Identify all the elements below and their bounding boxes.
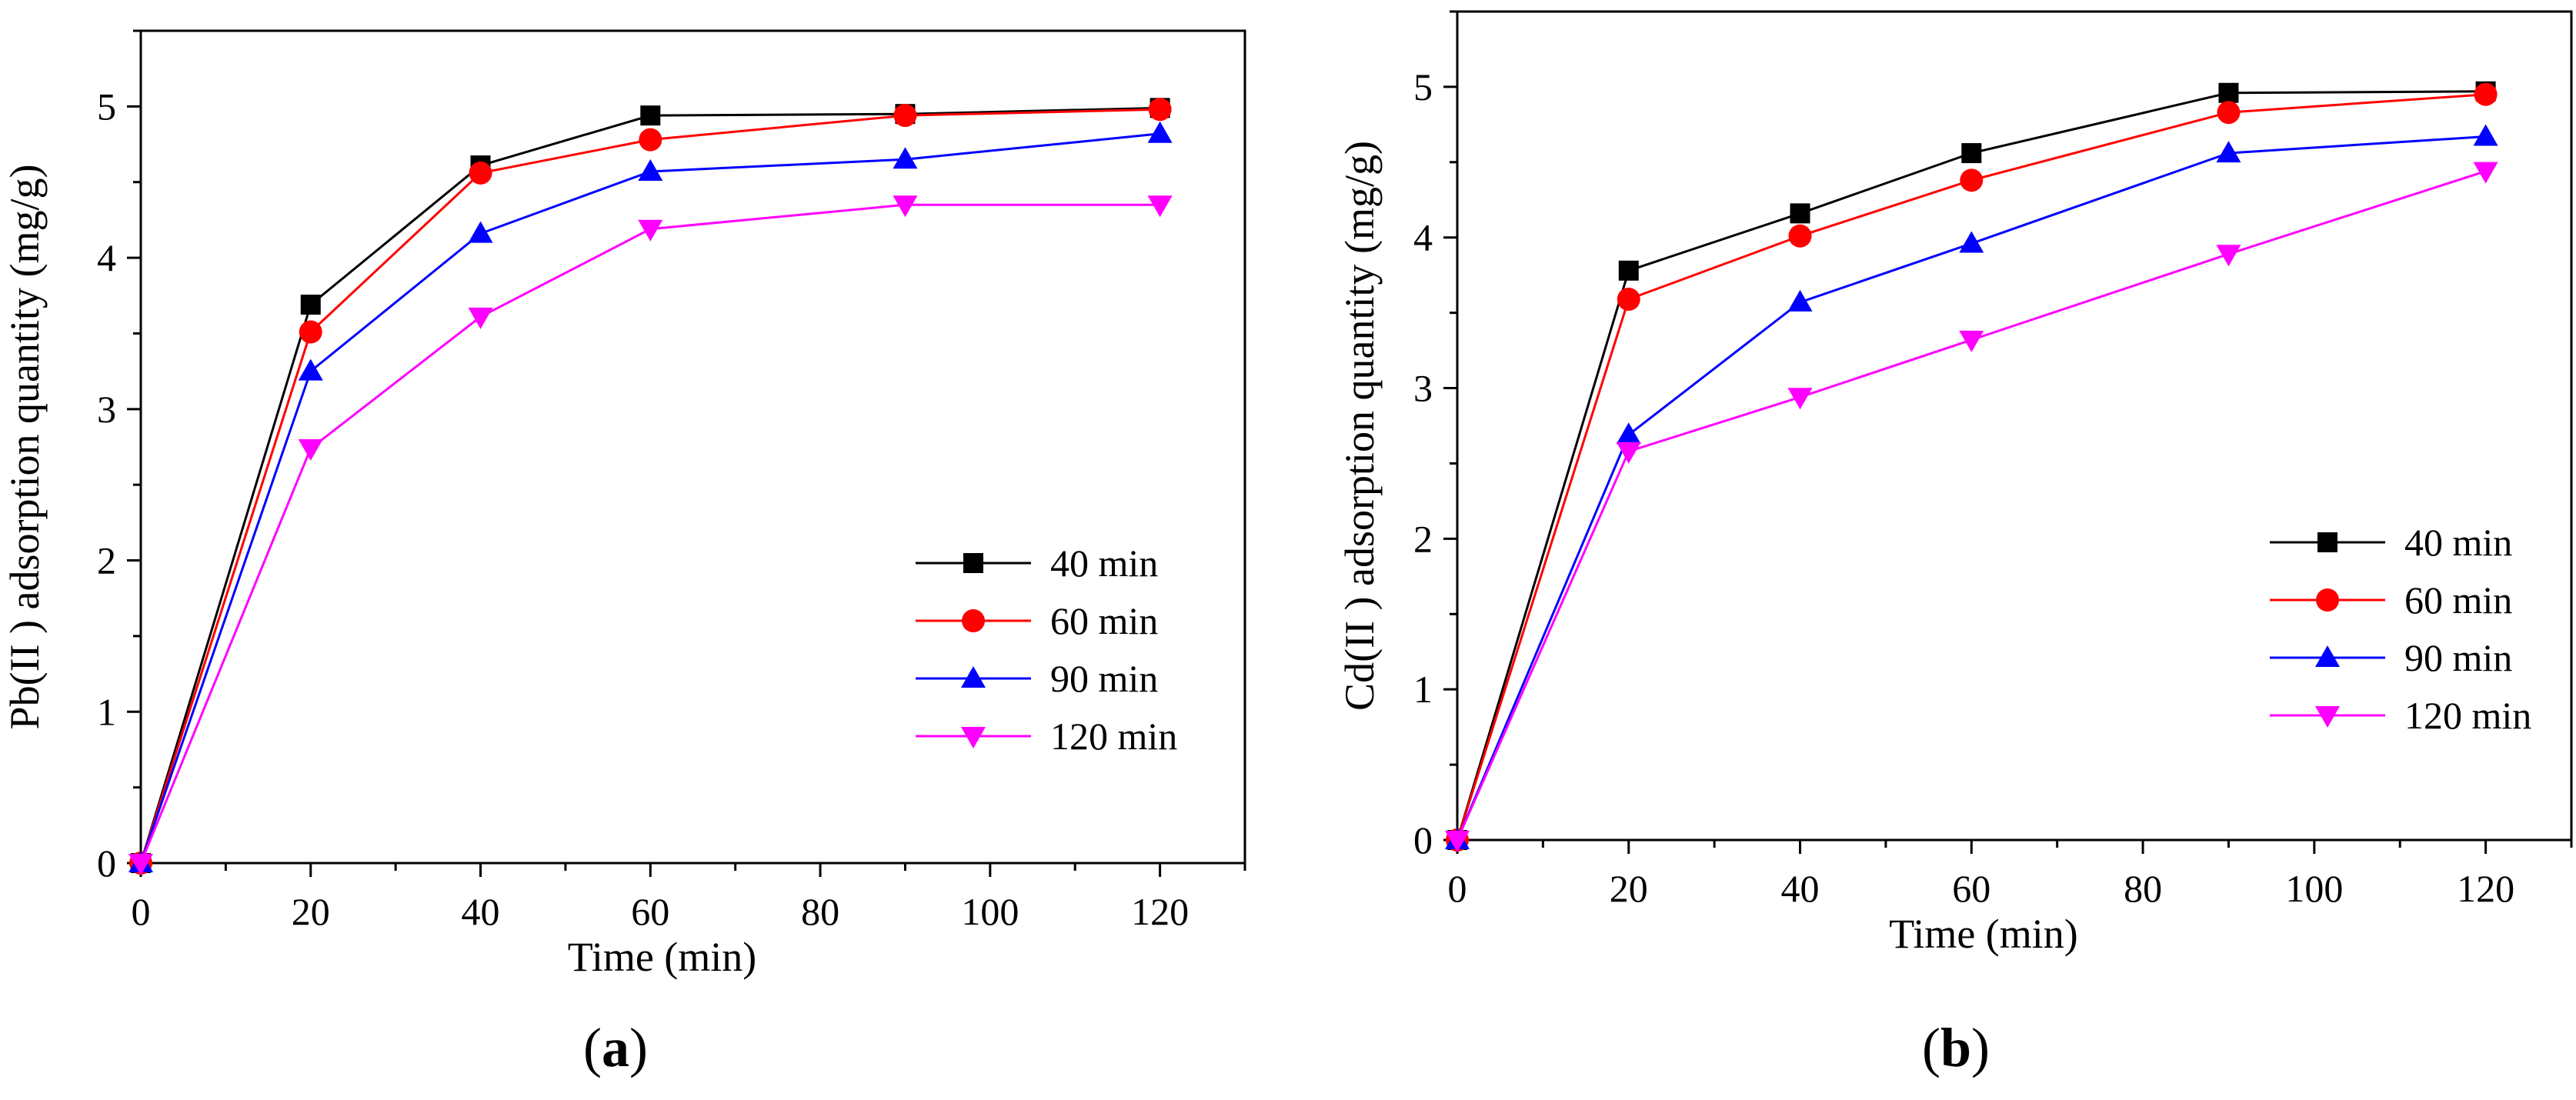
x-tick-label: 100 (2285, 867, 2343, 910)
plot-frame (139, 29, 1246, 865)
x-tick-label: 60 (631, 890, 669, 933)
legend-marker (2316, 588, 2339, 612)
y-tick-label: 0 (1413, 818, 1433, 862)
legend-marker (962, 609, 985, 632)
y-tick-label: 5 (1413, 65, 1433, 108)
data-point (300, 295, 321, 315)
chart-panel-a: 0 20 40 60 80 100 120 0 1 2 3 4 5 Time (min) Pb(II ) a… (2, 29, 1246, 980)
data-point (299, 320, 322, 344)
y-tick-label: 2 (97, 539, 116, 582)
x-tick-label: 0 (132, 890, 151, 933)
data-point (638, 158, 663, 181)
data-point (639, 128, 662, 152)
data-point (2474, 82, 2498, 106)
data-point (1618, 260, 1639, 281)
data-point (1147, 121, 1173, 143)
x-axis-title: Time (min) (1889, 911, 2078, 957)
panel-label-a: (a) (583, 1017, 648, 1078)
data-point (1787, 388, 1813, 410)
y-tick-label: 3 (97, 388, 116, 431)
data-point (1959, 330, 1984, 352)
x-tick-label: 20 (1610, 867, 1648, 910)
x-tick-label: 40 (462, 890, 500, 933)
data-point (128, 854, 153, 875)
data-point (1616, 442, 1641, 464)
x-tick-label: 120 (1131, 890, 1189, 933)
series-line-2 (1456, 135, 2486, 841)
data-point (893, 104, 917, 128)
data-point (2217, 101, 2241, 125)
series-line-0 (1456, 90, 2486, 841)
plot-frame (1456, 10, 2573, 842)
x-tick-label: 120 (2457, 867, 2514, 910)
data-point (1787, 289, 1813, 312)
legend-marker (2315, 706, 2340, 728)
legend-label: 90 min (2404, 636, 2512, 679)
data-point (298, 438, 323, 461)
legend-marker (2315, 645, 2340, 667)
x-tick-label: 0 (1448, 867, 1467, 910)
x-tick-label: 40 (1781, 867, 1820, 910)
legend-marker (961, 727, 986, 748)
data-point (298, 358, 323, 381)
y-tick-label: 1 (1413, 668, 1433, 711)
x-tick-label: 60 (1952, 867, 1990, 910)
series-line-1 (1456, 93, 2486, 841)
data-point (1617, 288, 1640, 312)
data-point (1148, 98, 1172, 122)
x-tick-label: 80 (801, 890, 839, 933)
legend-label: 40 min (1050, 542, 1158, 585)
data-point (893, 147, 918, 169)
series-line-1 (139, 108, 1160, 864)
chart-panel-b: 0 20 40 60 80 100 120 0 1 2 3 4 5 Time (min) Cd(II ) a… (1336, 10, 2573, 957)
data-point (2473, 162, 2498, 184)
data-point (1616, 422, 1641, 445)
x-tick-label: 80 (2124, 867, 2162, 910)
legend-marker (963, 553, 983, 573)
y-axis-title: Cd(II ) adsorption quantity (mg/g) (1336, 141, 1383, 711)
data-point (2216, 245, 2241, 267)
data-point (1961, 143, 1982, 164)
y-tick-label: 2 (1413, 517, 1433, 560)
x-tick-label: 100 (961, 890, 1019, 933)
data-point (2216, 141, 2241, 163)
y-axis-title: Pb(II ) adsorption quantity (mg/g) (2, 165, 48, 730)
legend-label: 120 min (1050, 715, 1177, 758)
series-line-3 (1456, 170, 2487, 841)
legend-label: 60 min (1050, 599, 1158, 642)
panel-label-b: (b) (1921, 1017, 1990, 1078)
y-tick-label: 4 (97, 236, 116, 279)
y-tick-label: 3 (1413, 367, 1433, 410)
legend-label: 90 min (1050, 657, 1158, 700)
data-point (468, 221, 493, 243)
data-point (469, 161, 492, 185)
data-point (640, 105, 661, 126)
data-point (893, 195, 918, 218)
data-point (1960, 168, 1984, 192)
legend-marker (961, 666, 986, 688)
y-tick-label: 0 (97, 842, 116, 885)
x-axis-title: Time (min) (568, 934, 757, 980)
x-tick-label: 20 (292, 890, 330, 933)
series-line-0 (139, 106, 1160, 864)
data-point (2218, 82, 2239, 103)
series-line-3 (139, 203, 1160, 864)
data-point (1445, 831, 1470, 852)
legend-label: 40 min (2404, 521, 2512, 564)
series-line-2 (139, 132, 1160, 864)
legend-label: 120 min (2404, 694, 2531, 737)
data-point (638, 219, 663, 242)
legend-label: 60 min (2404, 578, 2512, 622)
data-point (1788, 224, 1812, 248)
data-point (1790, 203, 1810, 224)
data-point (2473, 124, 2498, 146)
data-point (1959, 231, 1984, 253)
data-point (468, 307, 493, 329)
y-tick-label: 5 (97, 85, 116, 128)
y-tick-label: 4 (1413, 216, 1433, 259)
y-tick-label: 1 (97, 690, 116, 733)
data-point (1147, 195, 1173, 218)
legend-marker (2317, 532, 2337, 552)
